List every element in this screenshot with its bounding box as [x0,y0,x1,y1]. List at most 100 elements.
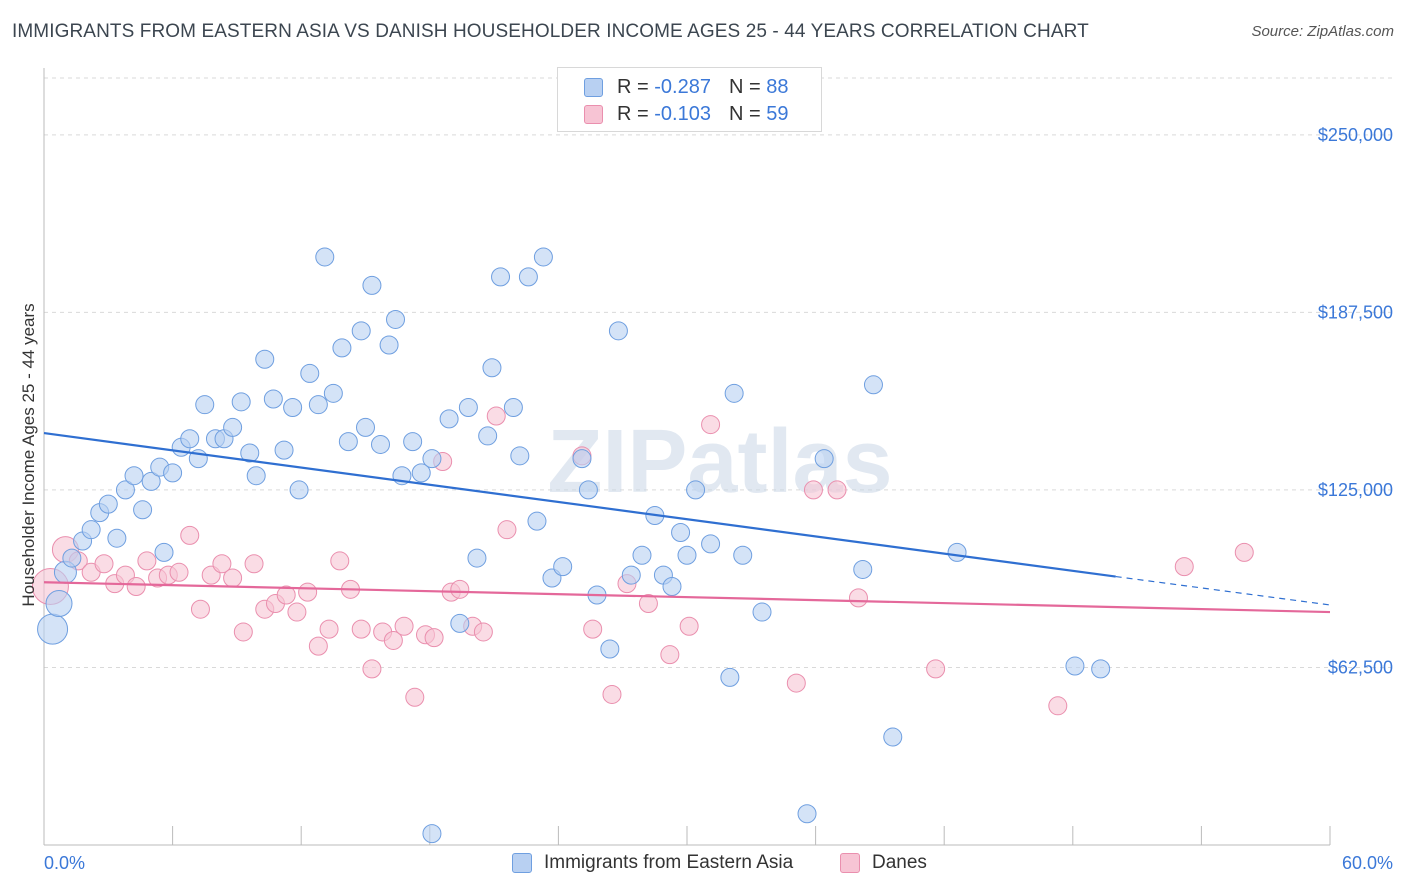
eastern-asia-point [752,602,772,622]
stats-legend: R = -0.287 N = 88 R = -0.103 N = 59 [557,67,822,132]
r-value: -0.287 [654,75,711,98]
eastern-asia-point [947,542,967,562]
eastern-asia-point [724,383,744,403]
eastern-asia-point [863,375,883,395]
n-value: 88 [766,75,789,98]
danes-point [583,619,603,639]
n-value: 59 [766,102,789,125]
eastern-asia-point [578,480,598,500]
eastern-asia-point [180,429,200,449]
chart-title: IMMIGRANTS FROM EASTERN ASIA VS DANISH H… [12,21,1089,42]
eastern-asia-point [98,494,118,514]
y-tick-label: $250,000 [1318,125,1393,145]
danes-point [126,576,146,596]
grid-lines [44,77,1395,668]
x-tick-label-max: 60.0% [1342,853,1393,873]
danes-point [169,562,189,582]
eastern-asia-points [37,247,1111,844]
eastern-asia-point [482,358,502,378]
danes-point [424,628,444,648]
danes-point [848,588,868,608]
danes-point [223,568,243,588]
danes-point [330,551,350,571]
eastern-asia-point [255,349,275,369]
eastern-asia-point [308,395,328,415]
danes-points [31,406,1254,716]
eastern-asia-point [677,545,697,565]
eastern-asia-point [274,440,294,460]
eastern-asia-point [315,247,335,267]
eastern-asia-point [518,267,538,287]
danes-point [287,602,307,622]
r-value: -0.103 [654,102,711,125]
danes-point [405,687,425,707]
y-tick-label: $125,000 [1318,480,1393,500]
eastern-asia-point [572,449,592,469]
eastern-asia-point [323,383,343,403]
danes-point [212,554,232,574]
danes-point [298,582,318,602]
eastern-asia-point [263,389,283,409]
eastern-asia-point [478,426,498,446]
eastern-asia-point [371,434,391,454]
eastern-asia-point [386,309,406,329]
eastern-asia-point [662,576,682,596]
pink-swatch [584,104,603,124]
eastern-asia-point [403,432,423,452]
eastern-asia-point [195,395,215,415]
eastern-asia-point [671,523,691,543]
danes-point [94,554,114,574]
eastern-asia-point [527,511,547,531]
eastern-asia-point [883,727,903,747]
legend-row-danes: R = -0.103 N = 59 [584,102,788,126]
danes-point [1048,696,1068,716]
eastern-asia-point [351,321,371,341]
eastern-asia-point [733,545,753,565]
danes-point [497,520,517,540]
eastern-asia-point [246,466,266,486]
danes-point [308,636,328,656]
x-tick-label-min: 0.0% [44,853,85,873]
eastern-asia-point [231,392,251,412]
series-name: Danes [872,852,927,873]
blue-swatch [512,853,532,873]
y-tick-labels: $62,500 $125,000 $187,500 $250,000 [1318,125,1393,678]
eastern-asia-point [632,545,652,565]
eastern-asia-point [283,398,303,418]
danes-point [701,415,721,435]
r-label: R = [617,75,649,98]
eastern-asia-point [154,542,174,562]
legend-row-eastern-asia: R = -0.287 N = 88 [584,75,788,99]
eastern-asia-point [45,590,73,618]
danes-point [351,619,371,639]
danes-point [486,406,506,426]
danes-point [679,616,699,636]
eastern-asia-point [37,613,69,645]
n-label: N = [728,102,761,125]
danes-point [926,659,946,679]
danes-point [180,525,200,545]
danes-point [473,622,493,642]
eastern-asia-point [141,471,161,491]
danes-point [244,554,264,574]
eastern-asia-point [362,275,382,295]
eastern-asia-point [439,409,459,429]
eastern-asia-trend-line [43,432,1116,578]
series-name: Immigrants from Eastern Asia [544,852,794,873]
danes-point [803,480,823,500]
eastern-asia-point [115,480,135,500]
eastern-asia-point [467,548,487,568]
eastern-asia-point [240,443,260,463]
eastern-asia-point [163,463,183,483]
eastern-asia-point [300,363,320,383]
danes-point [362,659,382,679]
danes-point [1174,557,1194,577]
danes-point [638,594,658,614]
danes-point [137,551,157,571]
eastern-asia-point [1065,656,1085,676]
eastern-asia-point [107,528,127,548]
eastern-asia-point [510,446,530,466]
eastern-asia-point [686,480,706,500]
eastern-asia-point [600,639,620,659]
eastern-asia-point [422,449,442,469]
